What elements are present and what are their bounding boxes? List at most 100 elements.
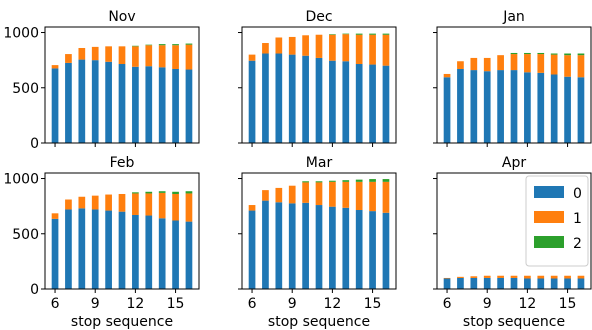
bar-nov-stop-15-class-0 [172,68,179,143]
bar-apr-stop-10-class-0 [497,277,504,289]
bar-nov-stop-6-class-0 [51,68,59,143]
x-tick-label-apr-12: 12 [518,296,536,312]
panel-title-jan: Jan [502,9,525,25]
bar-jan-stop-15-class-0 [564,76,571,143]
bar-jan-stop-8-class-1 [470,57,478,71]
panel-dec: Dec [238,9,397,147]
bar-jan-stop-9-class-0 [483,71,491,143]
bar-feb-stop-14-class-0 [158,218,166,289]
bar-mar-stop-13-class-2 [342,180,350,182]
bar-mar-stop-10-class-1 [302,182,309,203]
bar-apr-stop-12-class-0 [524,278,531,289]
bar-jan-stop-13-class-0 [537,72,545,143]
bar-nov-stop-15-class-2 [172,44,179,46]
bar-mar-stop-15-class-1 [369,181,376,212]
bar-dec-stop-10-class-0 [302,55,309,143]
bar-dec-stop-11-class-0 [315,57,323,143]
bar-mar-stop-13-class-0 [342,207,350,289]
bar-jan-stop-16-class-2 [577,53,585,56]
bar-dec-stop-11-class-1 [315,34,323,58]
bar-mar-stop-14-class-2 [355,179,363,182]
bar-dec-stop-16-class-2 [382,33,390,35]
x-tick-label-feb-12: 12 [126,296,144,312]
bar-mar-stop-16-class-1 [382,181,390,213]
bar-mar-stop-8-class-1 [275,187,283,203]
bar-feb-stop-15-class-0 [172,220,179,289]
bar-jan-stop-11-class-1 [510,54,518,71]
x-tick-label-mar-15: 15 [364,296,382,312]
bar-apr-stop-15-class-0 [564,278,571,289]
bar-nov-stop-6-class-1 [51,65,59,69]
bar-feb-stop-13-class-0 [145,215,153,289]
bar-jan-stop-14-class-1 [550,54,558,75]
legend-swatch-1 [534,211,564,223]
bar-mar-stop-16-class-2 [382,179,390,182]
bar-jan-stop-6-class-1 [443,73,451,78]
bar-feb-stop-6-class-0 [51,218,59,289]
bar-nov-stop-13-class-2 [145,44,153,46]
y-tick-label-nov-0: 0 [30,136,39,152]
bar-dec-stop-10-class-1 [302,35,309,56]
bar-mar-stop-10-class-0 [302,202,309,289]
bar-feb-stop-9-class-0 [91,209,99,289]
bar-apr-stop-16-class-0 [577,278,585,289]
bar-mar-stop-11-class-2 [315,181,323,183]
bar-dec-stop-6-class-0 [248,60,256,143]
bar-mar-stop-14-class-1 [355,181,363,211]
bar-jan-stop-12-class-1 [524,54,531,73]
bar-nov-stop-10-class-1 [105,46,112,62]
bar-feb-stop-7-class-1 [65,199,72,210]
bar-mar-stop-9-class-0 [288,203,296,289]
bar-feb-stop-14-class-2 [158,191,166,193]
legend-label-0: 0 [573,186,582,202]
bar-feb-stop-16-class-1 [185,193,193,222]
bar-nov-stop-9-class-1 [91,46,99,61]
axes-frame-apr [436,172,592,290]
x-tick-label-feb-15: 15 [167,296,185,312]
panel-jan: Jan [433,9,592,147]
bar-feb-stop-10-class-0 [105,210,112,289]
bar-mar-stop-12-class-1 [329,181,336,207]
bar-apr-stop-13-class-0 [537,278,545,289]
bar-apr-stop-12-class-1 [524,275,531,279]
bar-dec-stop-12-class-0 [329,60,336,143]
bar-nov-stop-16-class-0 [185,69,193,143]
bar-dec-stop-12-class-2 [329,34,336,35]
bar-feb-stop-15-class-2 [172,191,179,194]
bar-jan-stop-7-class-0 [457,68,464,143]
bar-apr-stop-8-class-0 [470,277,478,289]
bar-feb-stop-11-class-1 [118,193,126,212]
bar-feb-stop-13-class-1 [145,193,153,216]
bar-jan-stop-10-class-0 [497,70,504,143]
bar-mar-stop-11-class-1 [315,182,323,206]
bar-nov-stop-14-class-2 [158,44,166,46]
bar-feb-stop-14-class-1 [158,192,166,219]
bar-feb-stop-6-class-1 [51,213,59,219]
bar-dec-stop-7-class-1 [262,43,269,54]
bar-jan-stop-15-class-1 [564,55,571,77]
legend-label-2: 2 [573,236,582,252]
bar-apr-stop-8-class-1 [470,276,478,278]
bar-nov-stop-16-class-2 [185,43,193,45]
y-tick-label-feb-0: 0 [30,282,39,298]
bar-dec-stop-13-class-1 [342,34,350,62]
axes-frame-mar [241,172,397,290]
bar-apr-stop-15-class-1 [564,275,571,279]
bar-apr-stop-9-class-1 [483,275,491,278]
x-tick-label-mar-6: 6 [248,296,257,312]
bar-mar-stop-7-class-0 [262,200,269,289]
bar-dec-stop-15-class-2 [369,33,376,35]
bar-nov-stop-9-class-0 [91,60,99,144]
bar-dec-stop-14-class-0 [355,64,363,143]
x-tick-label-mar-9: 9 [288,296,297,312]
axes-frame-nov [44,26,200,144]
bar-nov-stop-7-class-0 [65,62,72,143]
bar-apr-stop-9-class-0 [483,277,491,289]
bar-feb-stop-15-class-1 [172,193,179,221]
bar-dec-stop-12-class-1 [329,34,336,61]
legend: 0 1 2 [525,175,589,267]
bar-mar-stop-6-class-1 [248,205,256,211]
